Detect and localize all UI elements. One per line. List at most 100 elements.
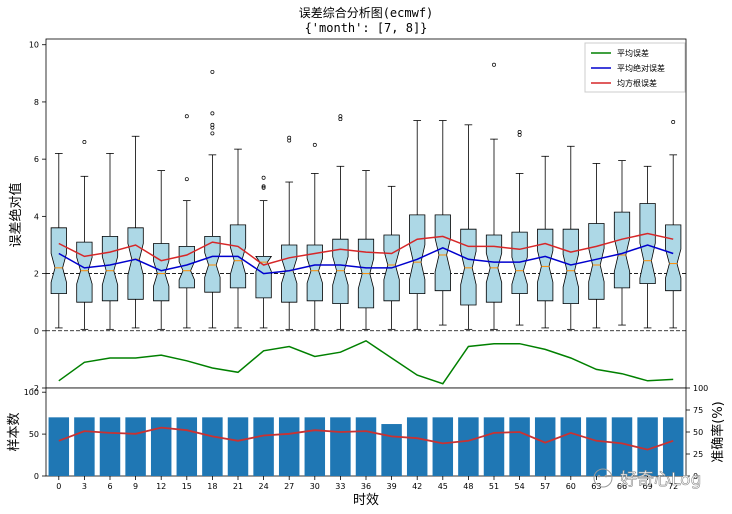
x-tick-label: 45 — [438, 482, 448, 491]
x-tick-label: 3 — [82, 482, 87, 491]
sample-count-bar — [406, 417, 428, 476]
chart-title: 误差综合分析图(ecmwf) — [299, 5, 434, 20]
box-outlier-point — [261, 185, 266, 190]
bottom-y-tick-label: 50 — [29, 430, 39, 439]
sample-count-bar — [355, 417, 377, 476]
top-y-tick-label: 6 — [34, 155, 39, 164]
legend-label-rmse: 均方根误差 — [617, 78, 657, 88]
box-body — [409, 214, 426, 295]
sample-count-bar — [432, 417, 454, 476]
box-body — [537, 228, 554, 302]
sample-count-bar — [483, 417, 505, 476]
x-tick-label: 18 — [207, 482, 217, 491]
box-outlier-point — [82, 140, 87, 144]
sample-count-bar — [304, 417, 326, 476]
sample-count-bar — [48, 417, 70, 476]
box-body — [434, 214, 451, 292]
watermark: 好奇心Log — [593, 468, 702, 490]
sample-count-bar — [330, 417, 351, 476]
accuracy-line — [58, 426, 674, 451]
box-body — [332, 238, 349, 305]
sample-count-bar — [637, 417, 658, 476]
box-body — [255, 255, 273, 299]
sample-count-bar — [176, 417, 198, 476]
box-outlier-point — [261, 184, 266, 189]
x-tick-label: 0 — [56, 482, 61, 491]
x-tick-label: 24 — [259, 482, 269, 491]
box-body — [562, 228, 579, 305]
sample-count-bar — [509, 417, 530, 476]
sample-count-bar — [278, 417, 300, 476]
sample-count-bar — [150, 417, 172, 476]
watermark-text: 好奇心Log — [620, 470, 701, 490]
x-tick-label: 9 — [133, 482, 138, 491]
mean-abs-error-line — [58, 244, 674, 275]
sample-count-bar — [458, 417, 479, 476]
x-tick-label: 51 — [489, 482, 499, 491]
sample-count-bar — [253, 417, 274, 476]
bottom-y-tick-label: 0 — [34, 472, 39, 481]
x-tick-label: 66 — [617, 482, 627, 491]
rmse-line — [58, 232, 674, 266]
error-boxplot-panel: -2 0 2 4 6 8 10 — [29, 38, 687, 393]
sample-count-bar — [99, 417, 121, 476]
box-body — [665, 224, 682, 292]
legend: 平均误差 平均绝对误差 均方根误差 — [584, 42, 686, 93]
x-axis-label: 时效 — [353, 493, 379, 508]
right-y-tick-label: 0 — [693, 472, 698, 481]
mean-error-line — [58, 339, 674, 385]
box-outlier-point — [517, 130, 522, 134]
box-outlier-point — [210, 69, 215, 74]
top-y-tick-label: 0 — [34, 327, 39, 336]
sample-count-bar — [381, 424, 402, 476]
top-y-tick-label: 2 — [34, 270, 39, 279]
right-y-tick-label: 50 — [693, 428, 703, 437]
x-tick-label: 33 — [335, 482, 345, 491]
x-tick-label: 72 — [668, 482, 678, 491]
box-body — [178, 245, 195, 289]
x-tick-label: 48 — [463, 482, 473, 491]
box-body — [613, 211, 631, 289]
sample-count-bar — [74, 417, 95, 476]
sample-count-bar — [534, 417, 556, 476]
box-outlier-point — [671, 120, 676, 124]
x-tick-label: 30 — [310, 482, 320, 491]
x-tick-label: 60 — [566, 482, 576, 491]
wechat-logo-eye-right — [604, 474, 608, 478]
sample-count-bar — [202, 417, 223, 476]
x-tick-label: 63 — [591, 482, 601, 491]
x-tick-label: 42 — [412, 482, 422, 491]
legend-label-mean-error: 平均误差 — [617, 48, 649, 58]
sample-count-bar — [662, 417, 684, 476]
x-tick-label: 57 — [540, 482, 550, 491]
chart-subtitle: {'month': [7, 8]} — [305, 21, 428, 35]
box-outlier-point — [287, 135, 292, 140]
x-tick-label: 15 — [182, 482, 192, 491]
x-tick-label: 27 — [284, 482, 294, 491]
right-y-tick-label: 100 — [693, 384, 708, 393]
sample-count-bar — [125, 417, 146, 476]
x-tick-label: 12 — [156, 482, 166, 491]
box-outlier-point — [312, 142, 317, 147]
box-body — [460, 228, 477, 306]
box-body — [50, 227, 67, 295]
sample-count-bar — [560, 417, 582, 476]
box-body — [588, 223, 605, 300]
top-y-axis-label: 误差绝对值 — [8, 182, 24, 247]
right-y-tick-label: 25 — [693, 450, 703, 459]
box-outlier-point — [184, 177, 189, 182]
bottom-y-axis-label: 样本数 — [7, 412, 22, 451]
x-tick-label: 69 — [643, 482, 653, 491]
wechat-logo-eye-left — [597, 474, 601, 478]
box-body — [485, 234, 503, 303]
box-outlier-point — [261, 175, 266, 180]
x-tick-label: 36 — [361, 482, 371, 491]
box-outlier-point — [210, 122, 215, 127]
right-y-axis-label: 准确率(%) — [710, 401, 726, 463]
x-tick-label: 54 — [515, 482, 525, 491]
x-tick-label: 6 — [107, 482, 112, 491]
sample-count-bar — [586, 417, 607, 476]
x-tick-label: 39 — [387, 482, 397, 491]
